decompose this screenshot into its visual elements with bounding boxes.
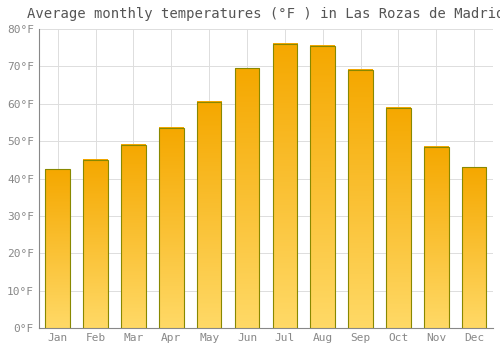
Bar xyxy=(197,102,222,328)
Title: Average monthly temperatures (°F ) in Las Rozas de Madrid: Average monthly temperatures (°F ) in La… xyxy=(27,7,500,21)
Bar xyxy=(348,70,373,328)
Bar xyxy=(159,128,184,328)
Bar xyxy=(84,160,108,328)
Bar xyxy=(46,169,70,328)
Bar xyxy=(121,145,146,328)
Bar xyxy=(424,147,448,328)
Bar xyxy=(272,44,297,328)
Bar xyxy=(462,167,486,328)
Bar xyxy=(386,107,410,328)
Bar xyxy=(234,68,260,328)
Bar xyxy=(310,46,335,328)
